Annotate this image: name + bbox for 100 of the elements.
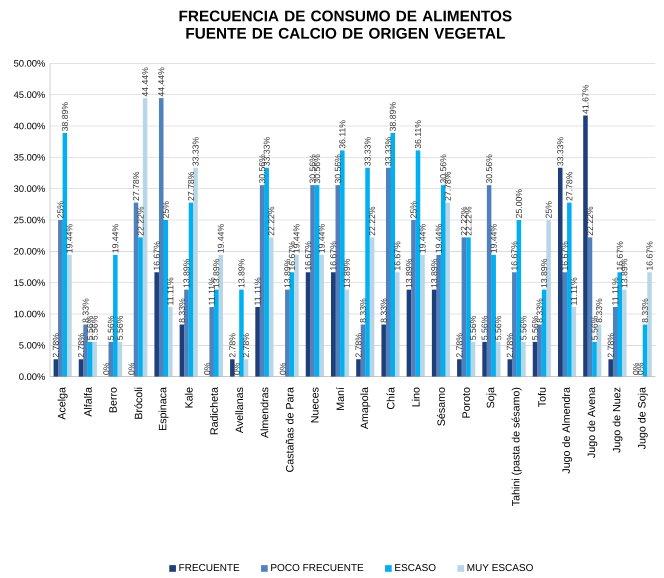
bar <box>508 359 512 377</box>
data-label: 38.89% <box>62 102 68 131</box>
bar <box>642 324 648 377</box>
bar <box>209 306 214 377</box>
bar <box>647 272 652 377</box>
bar <box>370 237 374 377</box>
x-tick-label: Sésamo <box>436 387 445 426</box>
data-label: 13.89% <box>183 258 190 288</box>
x-tick-label: Almendras <box>260 387 268 438</box>
data-label: 27.78% <box>444 172 451 200</box>
bar <box>118 342 122 377</box>
data-label: 16.67% <box>288 241 295 270</box>
data-label: 16.67% <box>616 241 623 270</box>
x-tick-label: Jugo de Almendra <box>562 386 572 474</box>
data-label: 2.78% <box>78 333 84 358</box>
bar <box>542 289 546 377</box>
bar <box>285 289 290 377</box>
bar <box>588 237 592 377</box>
bar <box>486 185 492 377</box>
bar <box>244 359 248 377</box>
bar <box>608 359 613 377</box>
data-label: 5.56% <box>520 316 526 340</box>
data-label: 16.67% <box>511 241 518 270</box>
y-tick-label: 20.00% <box>14 248 45 254</box>
y-tick-label: 0.00% <box>19 373 45 380</box>
data-label: 30.56% <box>440 154 446 184</box>
y-tick-label: 25.00% <box>14 216 45 224</box>
data-label: 25% <box>410 201 417 218</box>
bar <box>154 272 159 377</box>
data-label: 22.22% <box>138 206 144 236</box>
data-label: 5.56% <box>532 316 538 340</box>
bar <box>622 289 627 377</box>
bar <box>360 324 366 377</box>
data-label: 25% <box>162 201 169 218</box>
x-tick-label: Chía <box>386 386 394 409</box>
data-label: 30.56% <box>334 154 341 184</box>
bar <box>390 132 396 377</box>
data-label: 22.22% <box>369 206 376 236</box>
x-tick-label: Poroto <box>462 387 470 418</box>
bar <box>512 272 517 377</box>
data-label: 13.89% <box>284 258 290 288</box>
data-label: 19.44% <box>490 224 497 252</box>
legend-label: POCO FRECUENTE <box>271 564 364 571</box>
bar <box>294 254 299 377</box>
x-tick-label: Avellanas <box>235 387 244 433</box>
data-label: 8.33% <box>82 298 89 322</box>
bar <box>445 202 450 377</box>
data-label: 5.56% <box>87 316 94 340</box>
data-label: 2.78% <box>608 333 614 358</box>
bar <box>420 254 425 377</box>
bar <box>88 342 92 377</box>
bar <box>496 342 500 377</box>
legend-label: FRECUENTE <box>179 564 240 571</box>
bar <box>319 254 324 377</box>
data-label: 13.89% <box>344 258 350 288</box>
bar <box>239 289 244 377</box>
data-label: 33.33% <box>557 136 564 166</box>
bar <box>356 359 361 377</box>
bar <box>567 202 572 377</box>
bar <box>596 324 602 377</box>
x-tick-label: Soja <box>486 386 496 408</box>
data-label: 5.56% <box>470 316 476 340</box>
bar <box>457 359 462 377</box>
data-label: 0% <box>234 362 240 375</box>
y-tick-label: 35.00% <box>14 154 45 160</box>
x-tick-label: Jugo de Nuez <box>612 387 622 453</box>
data-label: 22.22% <box>465 206 472 236</box>
data-label: 0% <box>632 362 639 375</box>
data-label: 5.56% <box>495 316 502 340</box>
bar <box>83 324 88 377</box>
data-label: 2.78% <box>229 333 236 358</box>
data-label: 11.11% <box>570 278 577 305</box>
bar <box>592 342 597 377</box>
data-label: 19.44% <box>318 224 325 252</box>
bar <box>67 254 72 377</box>
data-label: 0% <box>637 362 644 375</box>
data-label: 16.67% <box>562 241 568 270</box>
data-label: 25% <box>546 201 552 218</box>
data-label: 8.33% <box>642 298 648 322</box>
data-label: 16.67% <box>330 241 336 270</box>
x-tick-label: Maní <box>336 386 344 410</box>
data-label: 19.44% <box>293 224 300 252</box>
y-tick-label: 45.00% <box>14 91 45 98</box>
bar <box>406 289 412 377</box>
data-label: 5.56% <box>482 316 488 340</box>
data-label: 0% <box>103 362 110 375</box>
y-tick-label: 10.00% <box>14 310 45 318</box>
data-label: 13.89% <box>431 258 438 288</box>
data-label: 5.56% <box>591 316 598 340</box>
data-label: 5.56% <box>108 316 114 340</box>
data-label: 5.56% <box>92 316 98 340</box>
data-label: 0% <box>128 362 135 375</box>
data-label: 30.56% <box>310 154 316 184</box>
bar <box>306 272 310 377</box>
data-label: 16.67% <box>304 241 312 270</box>
data-label: 0% <box>280 362 286 375</box>
x-tick-label: Radicheta <box>210 386 218 434</box>
bar <box>113 254 118 377</box>
data-label: 22.22% <box>460 206 467 236</box>
bar <box>491 254 496 377</box>
